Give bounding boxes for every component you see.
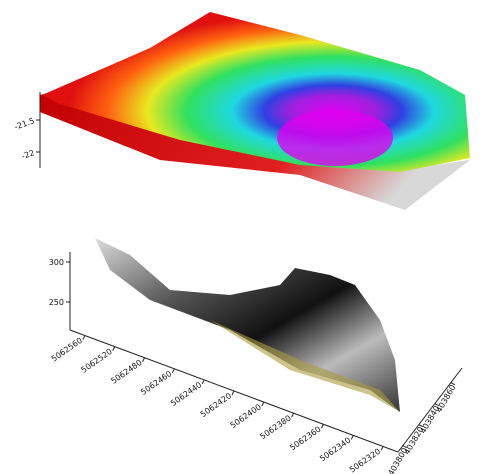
y-tick xyxy=(231,390,235,396)
y-tick-label: 5062340 xyxy=(318,436,352,464)
x-tick-label: 403860 xyxy=(434,383,457,414)
surface-pit xyxy=(277,110,393,166)
y-tick-label: 5062380 xyxy=(258,413,292,441)
surface-edge xyxy=(210,320,400,412)
surface-bottom xyxy=(95,238,400,412)
x-axis xyxy=(397,367,463,453)
x-tick xyxy=(450,382,456,386)
y-tick xyxy=(171,368,175,374)
y-tick xyxy=(261,401,265,407)
x-tick xyxy=(434,403,440,407)
y-tick xyxy=(82,335,86,340)
y-tick-label: 5062560 xyxy=(50,336,84,364)
z-tick-label: 300 xyxy=(49,258,64,267)
x-tick xyxy=(402,445,408,449)
y-tick-label: 5062400 xyxy=(229,402,263,430)
y-tick-label: 5062360 xyxy=(288,425,322,453)
y-tick-label: 5062520 xyxy=(80,347,114,375)
surface-top xyxy=(42,12,470,172)
z-tick-label: -22 xyxy=(20,148,35,161)
y-tick xyxy=(380,446,384,451)
y-tick-label: 5062480 xyxy=(109,358,143,386)
x-tick xyxy=(418,424,424,428)
y-tick xyxy=(201,379,205,385)
y-tick-label: 5062420 xyxy=(199,391,233,419)
y-tick xyxy=(291,412,295,418)
y-tick-label: 5062320 xyxy=(348,447,382,474)
y-tick xyxy=(142,357,145,362)
y-tick xyxy=(112,346,116,351)
z-tick-label: 250 xyxy=(49,298,64,307)
y-tick-label: 5062440 xyxy=(169,380,203,408)
y-tick xyxy=(321,424,324,429)
z-tick-label: -21.5 xyxy=(13,116,36,132)
y-tick xyxy=(350,435,354,440)
z-ticks: -21.5 -22 xyxy=(13,116,40,161)
y-tick-label: 5062460 xyxy=(139,369,173,397)
